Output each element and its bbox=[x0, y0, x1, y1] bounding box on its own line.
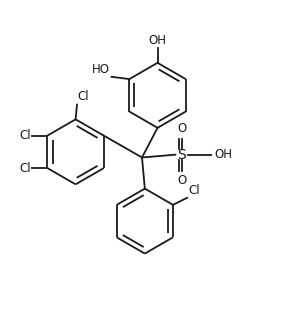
Text: HO: HO bbox=[92, 63, 110, 76]
Text: Cl: Cl bbox=[19, 162, 31, 175]
Text: O: O bbox=[177, 175, 186, 187]
Text: OH: OH bbox=[214, 148, 232, 161]
Text: S: S bbox=[177, 148, 186, 162]
Text: Cl: Cl bbox=[19, 129, 31, 142]
Text: Cl: Cl bbox=[188, 184, 200, 197]
Text: Cl: Cl bbox=[77, 90, 89, 103]
Text: O: O bbox=[177, 122, 186, 135]
Text: OH: OH bbox=[149, 34, 166, 47]
